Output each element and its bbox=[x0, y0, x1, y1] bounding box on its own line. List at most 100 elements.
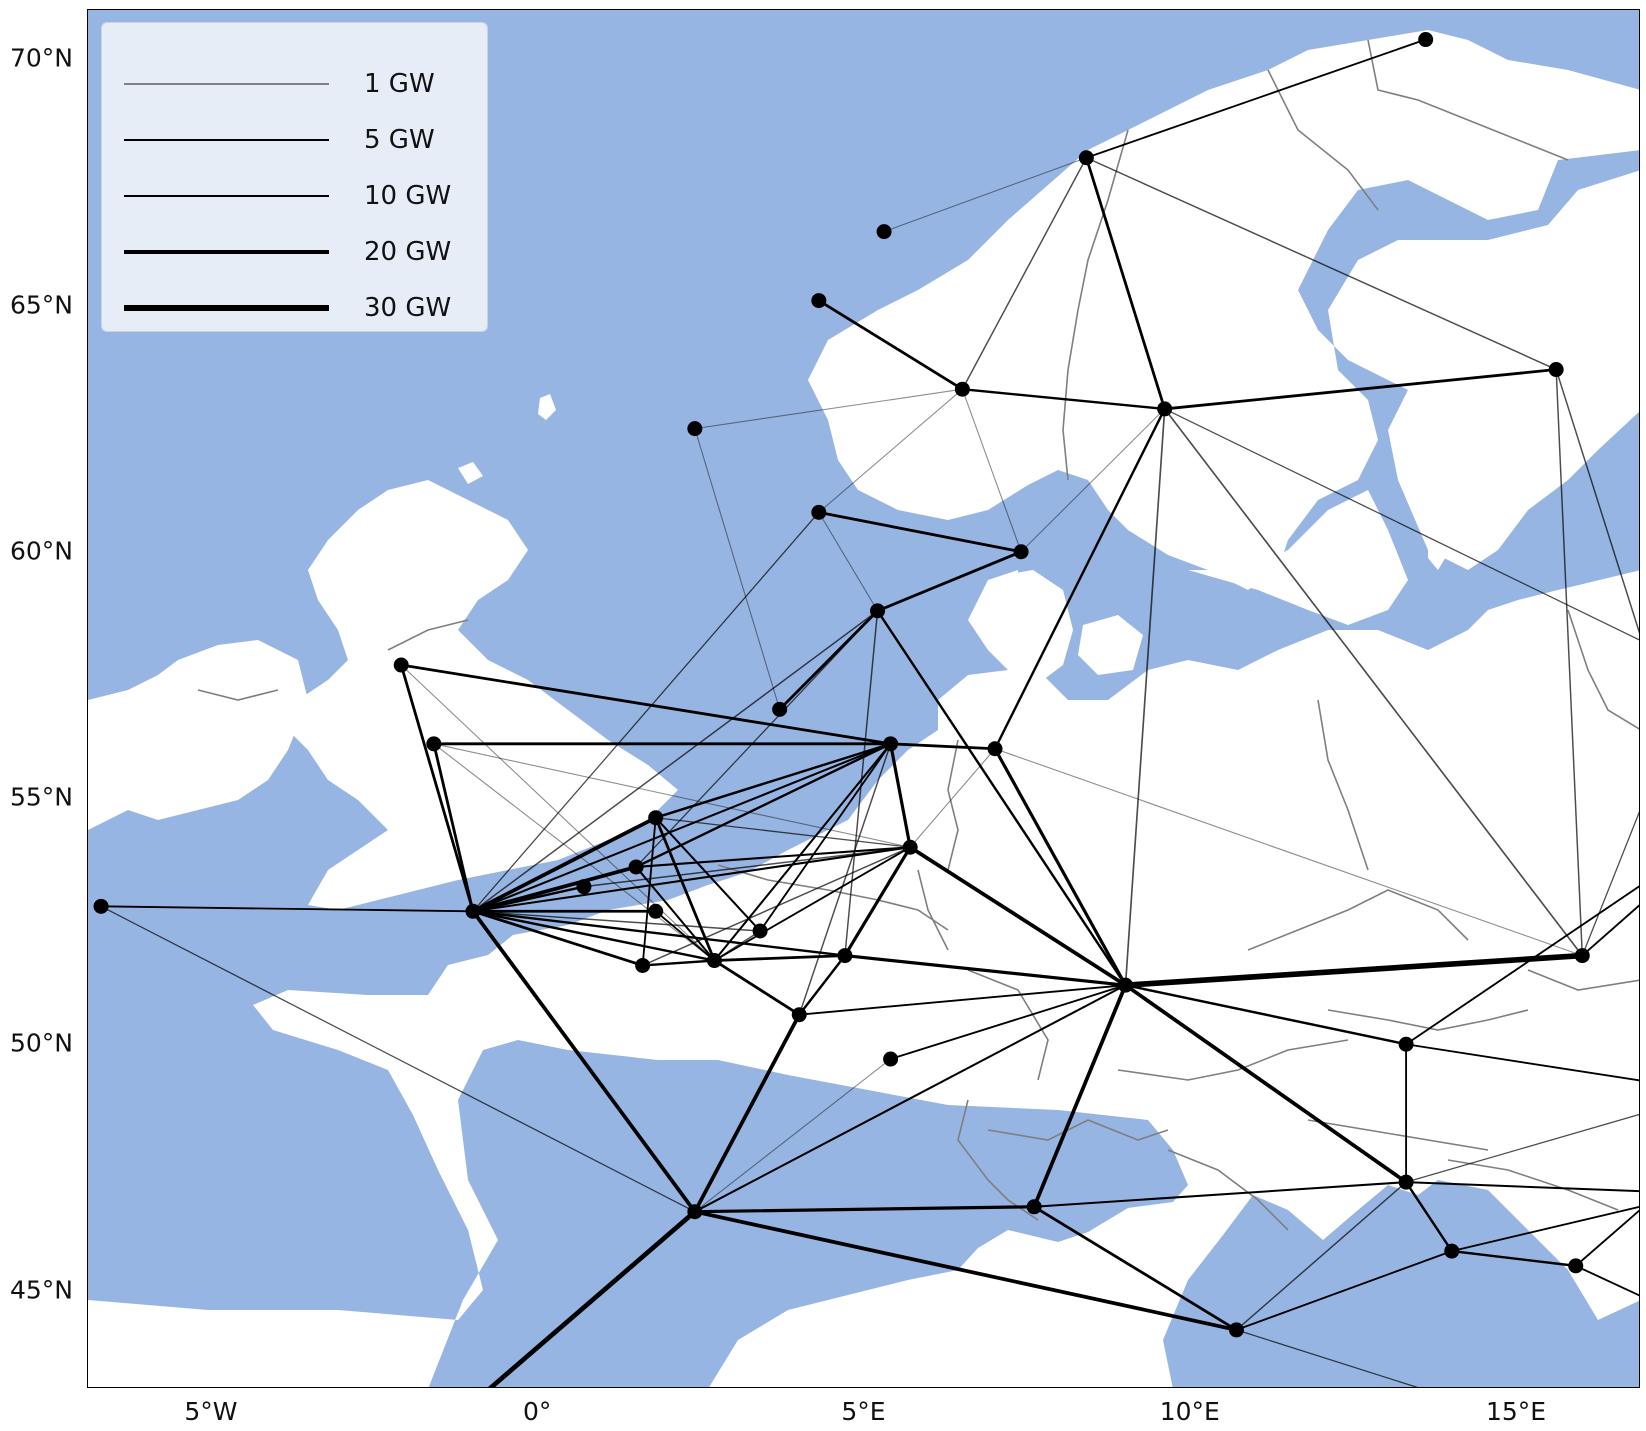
legend-label-20gw: 20 GW bbox=[364, 237, 452, 267]
land-layer bbox=[88, 30, 1639, 1387]
line-ne_england-england bbox=[432, 742, 475, 913]
legend-swatch-5gw bbox=[124, 139, 329, 141]
map-plot-area bbox=[87, 9, 1640, 1388]
node-dogger bbox=[648, 810, 664, 826]
line-midnorway-oslo bbox=[961, 388, 1022, 553]
line-ns_dk-dogger bbox=[654, 742, 892, 819]
line-ns_de-netherlands bbox=[843, 845, 912, 958]
land-scandinavia bbox=[808, 30, 1639, 590]
map-canvas bbox=[88, 10, 1639, 1387]
border-ch-it bbox=[987, 1119, 1169, 1141]
line-snorway-netherlands bbox=[844, 610, 879, 957]
line-bergen-snorway bbox=[818, 511, 879, 612]
node-nwnorway bbox=[811, 293, 827, 309]
lon-tick-label-10e: 10°E bbox=[1159, 1397, 1220, 1426]
line-luxembourg-france bbox=[694, 1058, 892, 1213]
border-norway-sweden bbox=[1062, 129, 1129, 481]
node-france bbox=[687, 1204, 703, 1220]
node-ns_nl bbox=[752, 923, 768, 939]
line-lofoten-midnorway bbox=[961, 157, 1088, 390]
node-ireland bbox=[93, 898, 109, 914]
node-ns_de bbox=[902, 839, 918, 855]
line-jamtland-poland bbox=[1163, 408, 1584, 957]
node-thames bbox=[635, 957, 651, 973]
line-france-italy bbox=[692, 1209, 1239, 1332]
legend-entry-30gw: 30 GW bbox=[102, 288, 487, 328]
line-czechia-offmap bbox=[1405, 885, 1639, 1046]
node-norfolk bbox=[648, 903, 664, 919]
node-jamtland bbox=[1157, 401, 1173, 417]
line-czechia-offmap bbox=[1405, 1043, 1639, 1082]
line-ns_dk-belgium bbox=[798, 743, 892, 1016]
lat-tick-label-55: 55°N bbox=[9, 782, 73, 812]
line-jamtland-finland_n bbox=[1163, 368, 1558, 411]
border-de-pl bbox=[1317, 699, 1369, 871]
line-ns_dk-thames_e bbox=[713, 742, 892, 962]
border-pl-east bbox=[1567, 609, 1639, 730]
line-scotland-ns_dk bbox=[399, 663, 893, 746]
line-dogger-thames_e bbox=[654, 816, 716, 962]
line-england-ns_nl bbox=[472, 910, 761, 932]
lon-tick-label-15e: 15°E bbox=[1485, 1397, 1547, 1426]
land-faroe bbox=[458, 462, 483, 484]
legend-swatch-20gw bbox=[124, 249, 329, 255]
node-ne_england bbox=[426, 736, 442, 752]
node-italy bbox=[1228, 1322, 1244, 1338]
line-shetland_off-ns_central bbox=[694, 428, 781, 710]
border-it-coast bbox=[1167, 1149, 1289, 1231]
legend-entry-1gw: 1 GW bbox=[102, 64, 487, 104]
line-dogger-ns_de bbox=[655, 817, 911, 848]
line-bergen-oslo bbox=[817, 510, 1023, 554]
line-austria-offmap bbox=[1405, 1113, 1639, 1183]
lat-tick-label-50: 50°N bbox=[9, 1028, 73, 1058]
line-germany-france bbox=[693, 984, 1127, 1213]
land-gotland bbox=[1428, 525, 1450, 570]
line-slovenia-italy bbox=[1235, 1250, 1453, 1331]
lon-tick-label-5w: 5°W bbox=[184, 1397, 238, 1426]
land-denmark bbox=[993, 570, 1073, 680]
line-ns_dk-england bbox=[471, 742, 892, 913]
line-denmark-poland bbox=[994, 748, 1583, 957]
line-jamtland-denmark bbox=[993, 407, 1166, 750]
line-denmark-germany bbox=[993, 747, 1128, 987]
line-thames_e-netherlands bbox=[713, 954, 847, 962]
node-shetland_off bbox=[687, 421, 703, 437]
line-france-switzerland bbox=[693, 1205, 1036, 1214]
line-snorway-germany bbox=[876, 609, 1127, 987]
line-finland_n-poland bbox=[1555, 368, 1584, 957]
lon-tick-label-5e: 5°E bbox=[841, 1397, 886, 1426]
land-bornholm bbox=[1258, 656, 1276, 676]
line-england-thames bbox=[471, 909, 645, 967]
node-slovenia bbox=[1444, 1243, 1460, 1259]
line-germany-switzerland bbox=[1032, 983, 1128, 1209]
node-finland_n bbox=[1548, 362, 1564, 378]
border-hr bbox=[1447, 1159, 1619, 1211]
border-sk bbox=[1527, 969, 1639, 991]
line-netherlands-germany bbox=[843, 954, 1128, 987]
node-hornsea bbox=[628, 859, 644, 875]
line-germany-poland bbox=[1122, 952, 1586, 988]
line-croatia-offmap bbox=[1574, 1209, 1639, 1267]
line-slovenia-croatia bbox=[1450, 1249, 1577, 1268]
line-ns_nl-thames_e bbox=[713, 930, 761, 962]
line-jamtland-germany bbox=[1124, 408, 1166, 986]
node-bergen bbox=[811, 504, 827, 520]
border-de-cz bbox=[1247, 889, 1469, 951]
node-germany bbox=[1118, 977, 1134, 993]
line-finland_n-offmap bbox=[1555, 368, 1639, 634]
line-jamtland-offmap bbox=[1164, 408, 1639, 641]
line-slovenia-offmap bbox=[1450, 1205, 1639, 1253]
line-poland-offmap bbox=[1581, 811, 1639, 957]
node-belgium bbox=[791, 1007, 807, 1023]
node-humber bbox=[576, 879, 592, 895]
node-lofoten bbox=[1078, 150, 1094, 166]
lon-tick-label-0: 0° bbox=[523, 1397, 552, 1426]
line-ns_dk-ns_de bbox=[889, 742, 912, 849]
line-midnorway-bergen bbox=[818, 388, 963, 513]
border-nl-de bbox=[947, 739, 959, 871]
border-finland-russia bbox=[1367, 39, 1569, 161]
node-czechia bbox=[1398, 1036, 1414, 1052]
land-sweden-south bbox=[1188, 490, 1408, 625]
transmission-lines bbox=[100, 38, 1639, 1387]
line-midnorway-jamtland bbox=[961, 388, 1166, 411]
